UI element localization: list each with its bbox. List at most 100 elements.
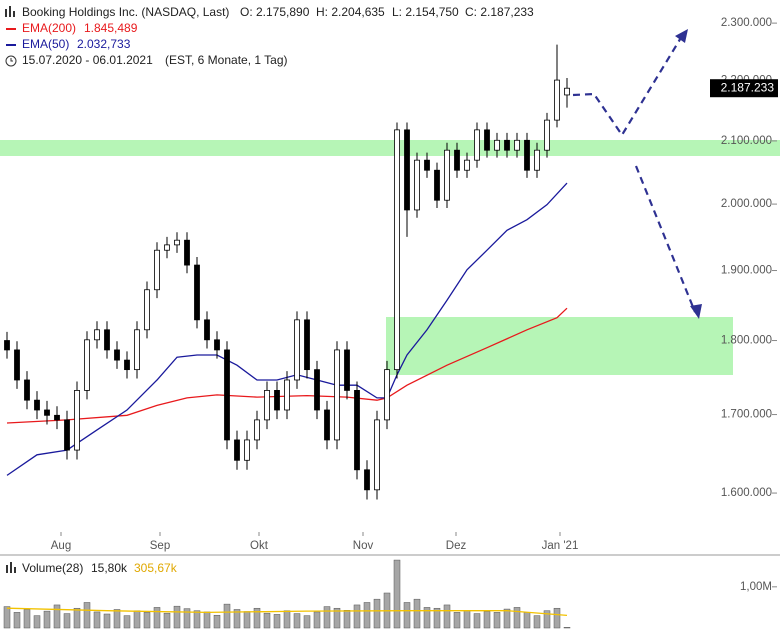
zone-lower bbox=[386, 317, 733, 375]
candle-body bbox=[424, 159, 430, 171]
candle-body bbox=[464, 159, 470, 171]
candle-body bbox=[234, 439, 240, 461]
candle-body bbox=[554, 79, 560, 121]
y-tick-label: 2.300.000 bbox=[721, 17, 772, 29]
volume-bar bbox=[263, 612, 271, 629]
volume-bar bbox=[63, 613, 71, 629]
legend-label: EMA(200) bbox=[22, 21, 76, 35]
volume-bar bbox=[503, 608, 511, 629]
volume-bar bbox=[333, 607, 341, 629]
candle-body bbox=[524, 139, 530, 171]
volume-bar bbox=[533, 615, 541, 629]
candle-body bbox=[144, 289, 150, 331]
candle-body bbox=[154, 249, 160, 291]
candle-body bbox=[4, 340, 10, 351]
range-note: (EST, 6 Monate, 1 Tag) bbox=[165, 53, 288, 67]
clock-icon bbox=[5, 55, 17, 67]
legend-value: 1.845,489 bbox=[84, 21, 138, 35]
y-tick-label: 1.600.000 bbox=[721, 487, 772, 499]
candle-body bbox=[84, 339, 90, 391]
volume-bar bbox=[93, 611, 101, 629]
line bbox=[6, 607, 568, 617]
volume-bar bbox=[563, 627, 571, 629]
y-tick-label: 2.000.000 bbox=[721, 198, 772, 210]
volume-bar bbox=[493, 612, 501, 629]
candle-body bbox=[324, 409, 330, 441]
candle-body bbox=[514, 139, 520, 151]
x-tick-label: Nov bbox=[353, 540, 374, 552]
stat: C: 2.187,233 bbox=[465, 5, 534, 19]
volume-bar bbox=[83, 602, 91, 629]
volume-bar bbox=[13, 612, 21, 629]
volume-bar bbox=[363, 602, 371, 629]
volume-bar bbox=[343, 610, 351, 629]
y-tick-label: 1.700.000 bbox=[721, 409, 772, 421]
candle-body bbox=[94, 329, 100, 341]
candle-body bbox=[314, 369, 320, 411]
candle-body bbox=[534, 149, 540, 171]
volume-bar bbox=[233, 609, 241, 629]
volume-bar bbox=[453, 612, 461, 629]
volume-ma-value: 305,67k bbox=[134, 561, 178, 575]
volume-bar bbox=[253, 607, 261, 629]
candle-body bbox=[64, 419, 70, 451]
candle-body bbox=[344, 349, 350, 391]
volume-bar bbox=[463, 610, 471, 629]
volume-bar bbox=[73, 607, 81, 629]
stat: O: 2.175,890 bbox=[240, 5, 310, 19]
candle-body bbox=[24, 379, 30, 401]
candle-body bbox=[364, 469, 370, 491]
x-tick-label: Okt bbox=[250, 540, 269, 552]
chart-title: Booking Holdings Inc. (NASDAQ, Last) bbox=[22, 5, 229, 19]
volume-bar bbox=[403, 602, 411, 629]
candle-body bbox=[184, 239, 190, 266]
candle-body bbox=[74, 390, 80, 451]
candle-body bbox=[104, 329, 110, 351]
candle-body bbox=[374, 419, 380, 491]
volume-bar bbox=[513, 607, 521, 629]
volume-icon bbox=[6, 562, 16, 573]
volume-bar bbox=[153, 607, 161, 629]
x-tick-label: Jan '21 bbox=[542, 540, 579, 552]
volume-bar bbox=[553, 607, 561, 629]
volume-bar bbox=[163, 612, 171, 629]
volume-bar bbox=[143, 612, 151, 629]
candle-body bbox=[164, 244, 170, 251]
candle-body bbox=[304, 319, 310, 371]
candle-body bbox=[224, 349, 230, 441]
candle-body bbox=[444, 149, 450, 201]
arrow-down bbox=[634, 165, 697, 313]
volume-bar bbox=[123, 615, 131, 629]
header: Booking Holdings Inc. (NASDAQ, Last) O: … bbox=[5, 5, 534, 575]
price-marker-label: 2.187.233 bbox=[721, 80, 775, 94]
arrow-head bbox=[690, 304, 702, 319]
candle-body bbox=[284, 379, 290, 411]
candle-body bbox=[454, 149, 460, 171]
legend-value: 2.032,733 bbox=[77, 37, 131, 51]
x-tick-label: Dez bbox=[446, 540, 467, 552]
x-tick-label: Sep bbox=[150, 540, 170, 552]
zone-upper bbox=[0, 140, 780, 156]
candle-body bbox=[214, 339, 220, 351]
stat: H: 2.204,635 bbox=[316, 5, 385, 19]
volume-bar bbox=[133, 610, 141, 629]
volume-bar bbox=[283, 610, 291, 629]
candle-body bbox=[134, 329, 140, 371]
clock-hand bbox=[10, 58, 13, 62]
volume-bar bbox=[393, 559, 401, 629]
volume-bar bbox=[33, 615, 41, 629]
volume-bar bbox=[103, 613, 111, 629]
volume-bar bbox=[473, 613, 481, 629]
candle-body bbox=[494, 139, 500, 151]
volume-bar bbox=[273, 614, 281, 629]
candle-body bbox=[414, 159, 420, 211]
candle-body bbox=[34, 399, 40, 411]
y-tick-label: 2.100.000 bbox=[721, 135, 772, 147]
volume-bar bbox=[243, 611, 251, 629]
volume-bar bbox=[3, 606, 11, 629]
candle-body bbox=[204, 319, 210, 341]
candle-body bbox=[174, 239, 180, 246]
candle-body bbox=[124, 359, 130, 371]
candle-body bbox=[354, 390, 360, 471]
